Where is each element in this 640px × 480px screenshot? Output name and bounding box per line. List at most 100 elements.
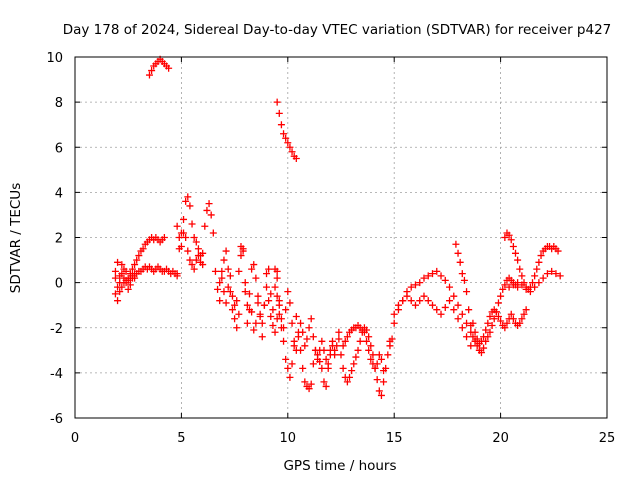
data-point xyxy=(116,288,124,296)
data-point xyxy=(139,245,147,253)
data-point xyxy=(537,252,545,260)
data-point xyxy=(173,270,181,278)
y-tick-label: 10 xyxy=(46,51,63,66)
data-point xyxy=(486,312,494,320)
data-point xyxy=(501,324,509,332)
data-point xyxy=(343,333,351,341)
data-point xyxy=(490,315,498,323)
data-point xyxy=(522,285,530,293)
data-point xyxy=(529,279,537,287)
data-point xyxy=(299,364,307,372)
data-point xyxy=(114,258,122,266)
data-point xyxy=(252,274,260,282)
data-point xyxy=(407,297,415,305)
data-point xyxy=(458,324,466,332)
data-point xyxy=(367,355,375,363)
data-point xyxy=(450,306,458,314)
y-tick-label: 4 xyxy=(55,186,63,201)
data-point xyxy=(186,202,194,210)
data-point xyxy=(441,276,449,284)
data-point xyxy=(118,261,126,269)
data-point xyxy=(497,317,505,325)
data-point xyxy=(114,297,122,305)
data-point xyxy=(341,337,349,345)
data-point xyxy=(518,315,526,323)
data-point xyxy=(205,200,213,208)
data-point xyxy=(280,324,288,332)
data-point xyxy=(492,308,500,316)
data-point xyxy=(339,342,347,350)
data-point xyxy=(301,342,309,350)
data-point xyxy=(454,301,462,309)
y-tick-label: 6 xyxy=(55,141,63,156)
data-point xyxy=(131,261,139,269)
data-point xyxy=(190,234,198,241)
data-point xyxy=(480,344,488,352)
y-tick-label: -6 xyxy=(50,412,63,427)
data-point xyxy=(222,247,230,255)
data-point xyxy=(452,240,460,248)
data-point xyxy=(318,364,326,372)
data-point xyxy=(522,306,530,314)
data-point xyxy=(501,281,509,289)
data-point xyxy=(201,222,209,230)
data-point xyxy=(377,355,385,363)
data-point xyxy=(307,380,315,388)
data-point xyxy=(503,319,511,327)
data-points xyxy=(111,55,564,399)
data-point xyxy=(231,315,239,323)
data-point xyxy=(463,319,471,327)
data-point xyxy=(292,346,300,354)
data-point xyxy=(526,288,534,296)
data-point xyxy=(411,281,419,289)
data-point xyxy=(467,342,475,350)
data-point xyxy=(469,333,477,341)
y-axis-ticks: -6 -4 -2 0 2 4 6 8 10 xyxy=(46,51,607,427)
data-point xyxy=(275,297,283,305)
data-point xyxy=(241,279,249,287)
data-point xyxy=(531,283,539,291)
data-point xyxy=(269,321,277,329)
data-point xyxy=(188,261,196,269)
data-point xyxy=(186,256,194,264)
data-point xyxy=(286,373,294,381)
x-axis-ticks: 0 5 10 15 20 25 xyxy=(71,57,615,446)
data-point xyxy=(352,353,360,361)
data-point xyxy=(441,303,449,311)
y-tick-label: 8 xyxy=(55,96,63,111)
data-point xyxy=(469,319,477,327)
data-point xyxy=(273,274,281,282)
data-point xyxy=(365,333,373,341)
data-point xyxy=(511,249,519,257)
data-point xyxy=(301,378,309,386)
data-point xyxy=(494,299,502,307)
data-point xyxy=(371,364,379,372)
data-point xyxy=(148,67,156,75)
data-point xyxy=(224,283,232,291)
data-point xyxy=(335,328,343,336)
data-point xyxy=(131,270,139,278)
data-point xyxy=(239,245,247,253)
data-point xyxy=(271,283,279,291)
data-point xyxy=(263,270,271,278)
data-point xyxy=(273,292,281,300)
data-point xyxy=(456,258,464,266)
data-point xyxy=(231,301,239,309)
data-point xyxy=(111,274,119,282)
grid-lines xyxy=(75,57,607,418)
data-point xyxy=(335,335,343,343)
data-point xyxy=(471,328,479,336)
data-point xyxy=(450,292,458,300)
data-point xyxy=(254,299,262,307)
data-point xyxy=(305,324,313,332)
data-point xyxy=(324,360,332,368)
data-point xyxy=(509,243,517,251)
x-tick-label: 25 xyxy=(599,431,616,446)
data-point xyxy=(214,285,222,293)
data-point xyxy=(514,279,522,287)
data-point xyxy=(216,297,224,305)
data-point xyxy=(403,292,411,300)
data-point xyxy=(346,373,354,381)
data-point xyxy=(554,247,562,255)
